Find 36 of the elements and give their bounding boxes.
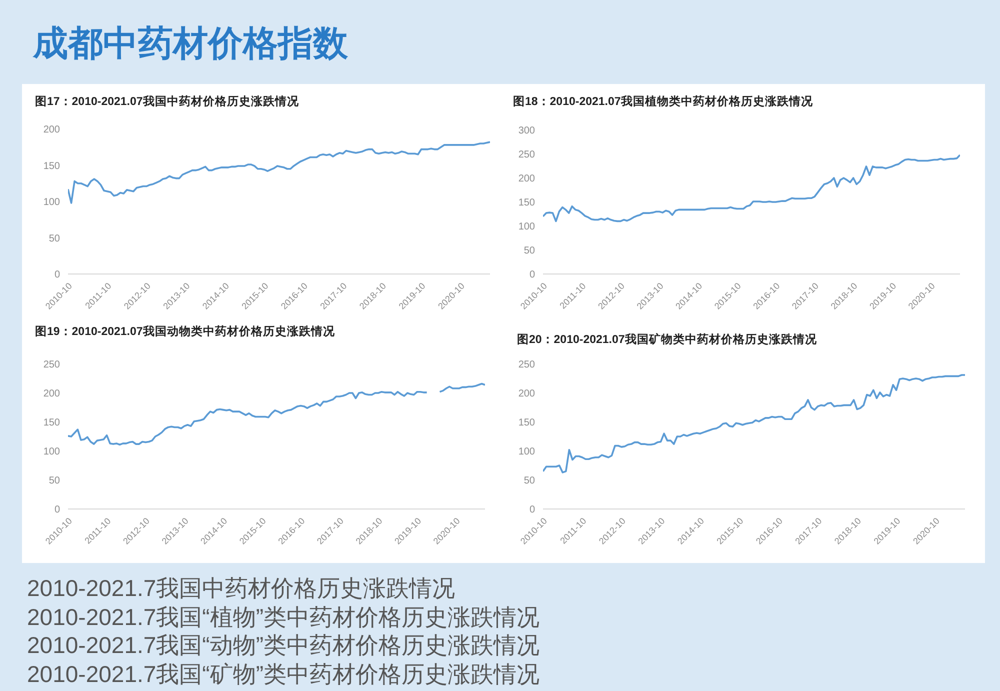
y-tick-label: 150 [518, 418, 536, 429]
chart-title: 图20：2010-2021.07我国矿物类中药材价格历史涨跌情况 [516, 332, 818, 348]
y-tick-label: 250 [518, 360, 536, 371]
text: 成都中药材价格指数 [33, 23, 348, 65]
y-tick-label: 150 [43, 418, 60, 429]
y-tick-label: 100 [43, 446, 60, 458]
line-series [543, 374, 965, 474]
y-tick-label: 150 [518, 198, 536, 209]
chart-title: 图17：2010-2021.07我国中药材价格历史涨跌情况 [34, 94, 300, 110]
y-tick-label: 100 [518, 222, 536, 233]
y-tick-label: 300 [518, 126, 536, 137]
y-tick-label: 50 [524, 246, 536, 257]
y-tick-label: 200 [518, 174, 536, 185]
y-tick-label: 0 [529, 270, 536, 281]
y-tick-label: 50 [48, 233, 60, 244]
chart-title: 图18：2010-2021.07我国植物类中药材价格历史涨跌情况 [512, 94, 814, 110]
y-tick-label: 100 [518, 446, 536, 458]
y-tick-label: 200 [518, 388, 536, 400]
chart-title: 图19：2010-2021.07我国动物类中药材价格历史涨跌情况 [34, 324, 336, 340]
y-tick-label: 200 [43, 124, 60, 136]
y-tick-label: 150 [43, 160, 60, 172]
y-tick-label: 100 [43, 197, 60, 208]
y-tick-label: 200 [43, 388, 60, 400]
y-tick-label: 0 [54, 504, 60, 516]
y-tick-label: 250 [43, 360, 60, 371]
y-tick-label: 50 [48, 476, 60, 487]
y-tick-label: 250 [518, 150, 536, 161]
line-series [68, 141, 490, 204]
y-tick-label: 0 [529, 504, 536, 516]
y-tick-label: 0 [54, 270, 60, 281]
text: 2010-2021.7我国“矿物”类中药材价格历史涨跌情况 [27, 660, 540, 688]
text: 2010-2021.7我国“动物”类中药材价格历史涨跌情况 [27, 631, 540, 660]
line-series [543, 154, 960, 222]
text: 2010-2021.7我国中药材价格历史涨跌情况 [27, 574, 456, 602]
y-tick-label: 50 [524, 476, 536, 487]
text: 2010-2021.7我国“植物”类中药材价格历史涨跌情况 [27, 602, 540, 631]
